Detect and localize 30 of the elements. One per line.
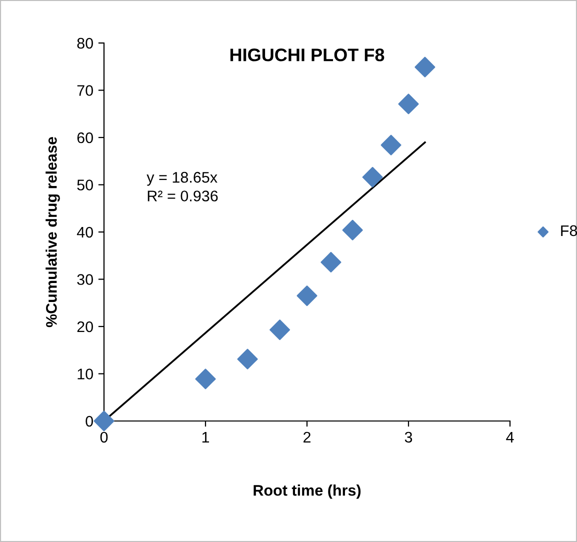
x-tick-label: 3: [404, 432, 412, 443]
point: [296, 286, 318, 306]
point: [320, 252, 342, 273]
x-tick-label: 2: [304, 432, 310, 442]
y-tick-label: 80: [77, 38, 93, 49]
point: [270, 320, 290, 340]
y-axis-title: %Cumulative drug release: [46, 136, 60, 328]
x-tick-label: 0: [100, 432, 108, 443]
y-tick-label: 60: [77, 132, 93, 144]
point: [380, 134, 402, 156]
point: [362, 166, 383, 188]
point: [237, 348, 258, 370]
y-tick-label: 10: [78, 368, 93, 380]
x-tick-label: 4: [506, 432, 514, 442]
x-axis-title: Root time (hrs): [254, 484, 361, 499]
point: [195, 368, 216, 390]
point: [398, 94, 419, 114]
x-tick-label: 1: [202, 432, 210, 442]
y-tick-label: 20: [77, 321, 93, 332]
y-tick-label: 70: [77, 85, 93, 96]
y-tick-label: 30: [77, 274, 93, 285]
y-tick-label: 0: [86, 416, 93, 427]
point: [414, 56, 436, 78]
legend-label: F8: [561, 225, 577, 236]
chart-title: HIGUCHI PLOT F8: [230, 48, 384, 62]
y-tick-label: 50: [77, 180, 93, 190]
point: [342, 220, 363, 240]
annotation: y = 18.65x R² = 0.936: [146, 172, 218, 202]
y-tick-label: 40: [76, 226, 93, 238]
point: [94, 410, 114, 432]
